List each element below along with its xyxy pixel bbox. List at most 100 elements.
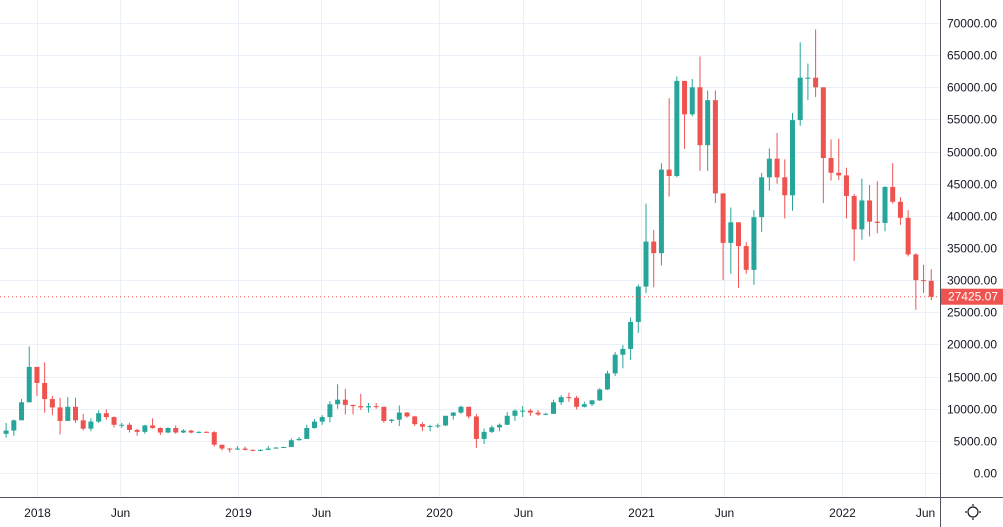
candle — [3, 422, 9, 438]
candle-body — [774, 158, 780, 178]
candle-body — [419, 424, 425, 427]
candle-body — [705, 100, 711, 146]
candle-body — [396, 412, 402, 420]
candle-body — [882, 186, 888, 223]
candle-body — [813, 77, 819, 88]
x-tick-label: Jun — [916, 506, 935, 520]
candle-body — [342, 399, 348, 405]
candle — [296, 437, 302, 441]
candle-body — [543, 413, 549, 415]
candle — [103, 409, 109, 420]
candle — [204, 431, 210, 433]
candle — [111, 416, 117, 428]
candle — [867, 185, 873, 237]
candle-body — [3, 430, 9, 434]
candle — [612, 352, 618, 376]
gear-icon[interactable] — [967, 506, 979, 518]
candle-body — [80, 420, 86, 429]
candle — [250, 449, 256, 452]
candle-body — [19, 402, 25, 421]
candle-body — [389, 419, 395, 421]
candle-body — [489, 427, 495, 432]
candle-body — [589, 400, 595, 405]
candle-body — [867, 200, 873, 222]
candle-body — [658, 169, 664, 254]
candle-body — [805, 77, 811, 79]
candle — [150, 418, 156, 429]
candle — [389, 419, 395, 423]
candle-body — [11, 420, 17, 431]
candle — [574, 395, 580, 410]
candle-body — [782, 177, 788, 196]
candle-body — [574, 397, 580, 407]
candle — [458, 405, 464, 414]
candle — [782, 159, 788, 219]
candle — [196, 431, 202, 434]
candle — [180, 429, 186, 434]
y-tick-label: 10000.00 — [947, 403, 997, 417]
candle-body — [689, 87, 695, 115]
candle — [843, 167, 849, 219]
candle — [304, 424, 310, 439]
candle-body — [412, 416, 418, 425]
candle-body — [682, 80, 688, 115]
candle-body — [466, 406, 472, 417]
candle-body — [550, 402, 556, 414]
candle — [651, 230, 657, 288]
y-tick-label: 25000.00 — [947, 306, 997, 320]
candle — [566, 392, 572, 402]
candle-body — [288, 440, 294, 447]
candle-body — [211, 432, 217, 445]
candle — [774, 132, 780, 184]
candle — [543, 412, 549, 416]
candle — [489, 425, 495, 434]
candle — [134, 428, 140, 436]
candle — [335, 384, 341, 409]
candle-body — [905, 217, 911, 255]
y-tick-label: 50000.00 — [947, 146, 997, 160]
candle — [913, 253, 919, 310]
candle — [658, 163, 664, 266]
candle-body — [273, 447, 279, 449]
candle-body — [697, 87, 703, 146]
candle — [813, 29, 819, 97]
candle — [550, 399, 556, 414]
candle — [558, 395, 564, 405]
candle-body — [512, 410, 518, 416]
candle — [11, 419, 17, 436]
candle — [905, 210, 911, 257]
x-tick-label: 2020 — [426, 506, 453, 520]
candle-body — [458, 406, 464, 413]
candle-body — [242, 448, 248, 450]
candle-body — [874, 221, 880, 223]
candle-body — [443, 415, 449, 426]
candle — [219, 444, 225, 451]
candle — [797, 42, 803, 126]
candle — [288, 438, 294, 447]
candle — [381, 406, 387, 423]
candle-body — [720, 193, 726, 243]
price-axis[interactable] — [940, 0, 1003, 497]
candle — [273, 446, 279, 449]
candle — [736, 222, 742, 288]
candle-body — [373, 406, 379, 408]
candle-body — [789, 120, 795, 196]
x-tick-label: 2021 — [628, 506, 655, 520]
settings-button[interactable] — [965, 504, 981, 520]
candle — [281, 446, 287, 448]
y-tick-label: 65000.00 — [947, 49, 997, 63]
y-tick-label: 60000.00 — [947, 81, 997, 95]
candle-body — [890, 186, 896, 202]
candle-body — [126, 424, 132, 430]
candle-body — [497, 424, 503, 428]
candle-body — [828, 158, 834, 173]
candle — [72, 397, 78, 423]
candle-body — [258, 449, 264, 451]
candle-body — [381, 406, 387, 421]
candle-body — [404, 412, 410, 417]
candle-body — [751, 217, 757, 270]
candle — [350, 404, 356, 415]
candle-body — [651, 241, 657, 254]
candle — [258, 449, 264, 452]
